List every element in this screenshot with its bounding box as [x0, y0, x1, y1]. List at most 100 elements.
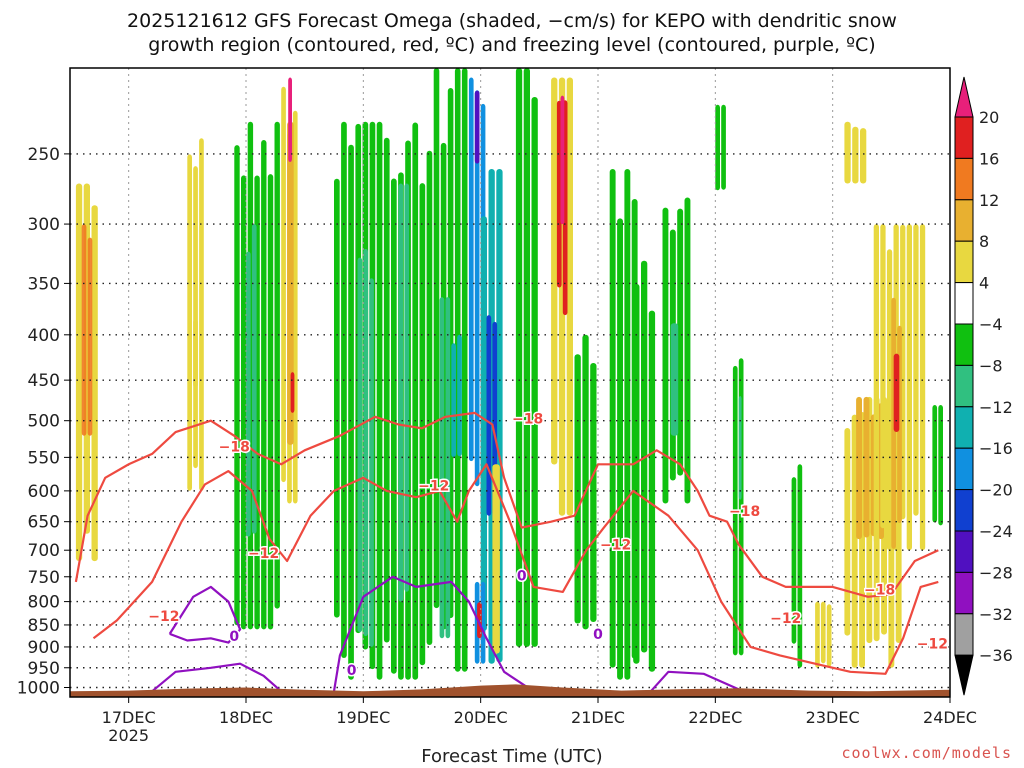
omega-streak	[732, 365, 738, 656]
x-year-label: 2025	[108, 726, 149, 745]
omega-streak	[582, 334, 589, 630]
contour-label-purple: 0	[593, 627, 603, 643]
omega-streak	[439, 297, 445, 639]
omega-streak	[419, 183, 426, 666]
colorbar-swatch	[954, 489, 974, 532]
omega-streak	[241, 175, 247, 630]
y-tick-label: 900	[28, 638, 60, 658]
y-axis: 2503003504004505005506006507007508008509…	[17, 145, 70, 698]
contour-zero-mid	[332, 575, 535, 693]
omega-streak	[461, 68, 468, 672]
contour-minus18	[74, 411, 939, 598]
colorbar-arrow-bottom	[954, 654, 974, 696]
colorbar-label: 16	[979, 149, 999, 168]
omega-shading	[75, 68, 943, 680]
omega-streak	[863, 396, 870, 538]
contour-label-red: −12	[917, 637, 948, 653]
contour-label-red: −18	[864, 582, 895, 598]
x-tick-label: 22DEC	[688, 708, 742, 727]
omega-streak	[474, 90, 480, 164]
contour-label-purple: 0	[517, 569, 527, 585]
y-tick-label: 600	[28, 482, 60, 502]
omega-streak	[193, 166, 198, 469]
y-tick-label: 700	[28, 541, 60, 561]
omega-streak	[820, 601, 826, 664]
omega-streak	[348, 144, 354, 680]
x-tick-label: 23DEC	[806, 708, 860, 727]
omega-streak	[919, 224, 926, 551]
colorbar-arrow-top	[954, 76, 974, 118]
omega-streak	[281, 86, 286, 483]
omega-streak	[523, 68, 530, 647]
omega-streak	[363, 248, 368, 637]
colorbar-label: 20	[979, 108, 999, 127]
colorbar-swatch	[954, 282, 974, 325]
omega-streak	[477, 602, 482, 639]
x-axis: 17DEC 18DEC 19DEC 20DEC 21DEC 22DEC 23DEC 24DEC…	[102, 697, 977, 745]
x-tick-label: 18DEC	[219, 708, 273, 727]
omega-streak	[187, 154, 192, 491]
colorbar-swatch	[954, 447, 974, 491]
plot-frame	[69, 67, 951, 698]
omega-streak	[531, 97, 538, 647]
contour-label-red: −12	[418, 479, 449, 495]
omega-streak	[341, 121, 347, 659]
x-tick-label: 21DEC	[571, 708, 625, 727]
omega-streak	[468, 77, 474, 462]
x-tick-label: 20DEC	[454, 708, 508, 727]
omega-streak	[815, 601, 820, 668]
omega-streak	[426, 150, 433, 646]
colorbar-swatch	[954, 571, 974, 615]
omega-streak	[492, 464, 500, 654]
contour-zero-loop	[168, 585, 242, 644]
omega-streak	[193, 319, 198, 388]
y-tick-label: 850	[28, 616, 60, 636]
omega-streak	[721, 104, 726, 190]
contour-zero-late	[649, 670, 740, 693]
contour-label-red: −12	[148, 609, 179, 625]
omega-streak	[234, 145, 240, 626]
colorbar-swatch	[954, 530, 974, 573]
x-tick-label: 17DEC	[102, 708, 156, 727]
contour-minus12	[92, 463, 939, 675]
site-credit: coolwx.com/models	[841, 744, 1012, 762]
omega-streak	[515, 68, 523, 647]
y-tick-label: 250	[28, 145, 60, 165]
omega-streak	[826, 604, 832, 667]
omega-streak	[844, 121, 851, 184]
omega-streak	[856, 396, 862, 540]
omega-streak	[932, 405, 938, 523]
y-tick-label: 450	[28, 371, 60, 391]
omega-streak	[893, 353, 900, 432]
omega-streak	[715, 104, 720, 191]
y-tick-label: 1000	[17, 678, 60, 698]
contour-label-red: −12	[600, 538, 631, 554]
omega-streak	[357, 257, 363, 633]
colorbar-swatch	[954, 157, 974, 201]
omega-streak	[474, 90, 480, 487]
omega-streak	[677, 208, 684, 476]
contour-labels: −18 −12 −12 −12 −18 −12 −18 −12 −18 −12 0 0 0 0	[147, 410, 950, 680]
omega-streak	[404, 183, 410, 592]
y-tick-label: 750	[28, 568, 60, 588]
omega-streak	[648, 310, 656, 672]
omega-streak	[852, 126, 859, 184]
colorbar-swatch	[954, 199, 974, 242]
omega-streak	[445, 297, 451, 639]
omega-streak	[738, 396, 742, 500]
omega-streak	[261, 140, 267, 630]
omega-streak	[433, 68, 440, 609]
y-tick-label: 300	[28, 215, 60, 235]
contour-label-purple: 0	[347, 663, 357, 679]
colorbar-label: −16	[979, 439, 1013, 458]
omega-streak	[617, 218, 623, 680]
omega-streak	[480, 581, 486, 664]
y-tick-label: 550	[28, 448, 60, 468]
omega-streak	[938, 405, 943, 526]
omega-streak	[670, 323, 679, 436]
omega-streak	[566, 77, 573, 516]
omega-streak	[391, 178, 397, 674]
omega-streak	[906, 224, 912, 551]
omega-streak	[590, 363, 597, 622]
omega-streak	[880, 224, 886, 529]
